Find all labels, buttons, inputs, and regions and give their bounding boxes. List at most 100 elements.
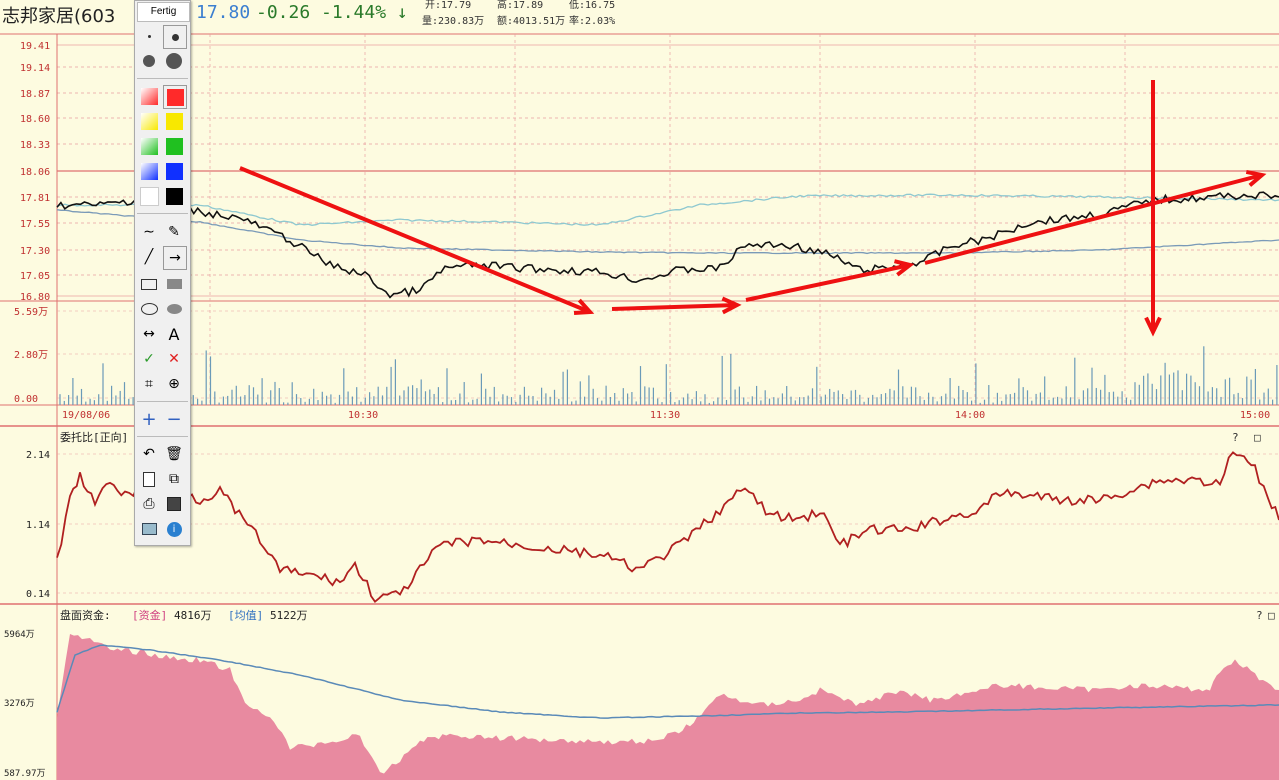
gradient-yellow-swatch[interactable]	[138, 110, 160, 132]
time-axis-label: 19/08/06	[62, 410, 110, 421]
price-axis-label: 19.14	[20, 63, 50, 74]
moving-average-line	[56, 209, 1279, 255]
high-price: 高:17.89	[497, 0, 544, 11]
annotation-arrow-flat	[611, 303, 738, 311]
time-axis-label: 15:00	[1240, 410, 1270, 421]
fund-axis-label: 3276万	[4, 699, 35, 709]
fund-avg-line	[56, 644, 1279, 719]
gradient-green-swatch[interactable]	[138, 135, 160, 157]
price-line	[56, 191, 1279, 299]
ratio-axis-label: 0.14	[26, 589, 50, 600]
price-axis-label: 18.87	[20, 89, 50, 100]
annotation-arrow-up-2	[924, 173, 1263, 265]
volume-axis-label: 5.59万	[14, 307, 48, 318]
annotation-arrow-vertical-head	[1144, 316, 1162, 337]
volume-axis-label: 2.80万	[14, 350, 48, 361]
dot-small-icon[interactable]	[138, 25, 160, 47]
avg-price-line	[56, 193, 1279, 226]
eraser-icon[interactable]: ✎	[168, 224, 180, 240]
maximize-icon: □	[1254, 431, 1261, 444]
help-icon: ?	[1256, 609, 1263, 622]
fund-label: [资金]	[132, 608, 167, 622]
zoom-icon[interactable]: ⊕	[168, 376, 180, 392]
red-swatch[interactable]	[163, 85, 187, 109]
line-icon[interactable]: ╱	[144, 249, 154, 265]
crop-icon[interactable]: ⌗	[145, 376, 153, 392]
filled-rectangle-icon[interactable]	[163, 273, 185, 295]
confirm-icon[interactable]: ✓	[143, 351, 155, 367]
annotation-arrow-flat-head	[721, 296, 742, 315]
undo-icon[interactable]: ↶	[143, 446, 155, 462]
freehand-icon[interactable]: ∼	[143, 224, 155, 240]
image-icon[interactable]	[138, 518, 160, 540]
add-icon[interactable]: +	[141, 408, 157, 430]
green-swatch[interactable]	[163, 135, 185, 157]
fund-value: 4816万	[174, 609, 212, 622]
remove-icon[interactable]: −	[166, 408, 182, 430]
yellow-swatch[interactable]	[163, 110, 185, 132]
trash-icon[interactable]: 🗑	[165, 446, 183, 462]
black-swatch[interactable]	[163, 185, 185, 207]
price-change: -0.26 -1.44% ↓	[256, 2, 408, 23]
text-tool-icon[interactable]: A	[168, 324, 180, 344]
save-icon[interactable]	[163, 493, 185, 515]
toolbar-title: Fertig	[137, 2, 190, 22]
price-axis-label: 17.81	[20, 193, 50, 204]
gradient-blue-swatch[interactable]	[138, 160, 160, 182]
help-icon: ?	[1232, 431, 1239, 444]
price-axis-label: 19.41	[20, 41, 50, 52]
annotation-arrow-up-1	[745, 263, 911, 302]
arrow-line-icon[interactable]: →	[163, 246, 187, 270]
annotation-arrow-up-2-head	[1245, 169, 1267, 187]
avg-label: [均值]	[228, 609, 263, 622]
drawing-toolbar[interactable]: Fertig ∼ ✎ ╱ → ↔ A ✓ ✕ ⌗ ⊕ + − ↶ 🗑 ⧉ ⎙ i	[134, 0, 191, 546]
price-axis-label: 18.33	[20, 140, 50, 151]
double-arrow-icon[interactable]: ↔	[143, 326, 155, 342]
amount-stat: 额:4013.51万	[497, 16, 566, 27]
blue-swatch[interactable]	[163, 160, 185, 182]
low-price: 低:16.75	[569, 0, 616, 11]
quote-header: 志邦家居(603 17.80 -0.26 -1.44% ↓ 开:17.79 高:…	[0, 0, 1279, 34]
volume-axis-label: 0.00	[14, 394, 38, 405]
info-icon[interactable]: i	[163, 518, 185, 540]
last-price: 17.80	[196, 2, 251, 23]
open-price: 开:17.79	[425, 0, 472, 11]
price-axis-label: 17.30	[20, 246, 50, 257]
price-axis-label: 17.05	[20, 271, 50, 282]
dot-xlarge-icon[interactable]	[163, 50, 185, 72]
time-axis-label: 11:30	[650, 410, 680, 421]
rectangle-icon[interactable]	[138, 273, 160, 295]
copy-icon[interactable]: ⧉	[169, 471, 179, 487]
ratio-line	[56, 451, 1279, 604]
price-axis-label: 16.80	[20, 292, 50, 303]
filled-ellipse-icon[interactable]	[163, 298, 185, 320]
cancel-icon[interactable]: ✕	[168, 351, 180, 367]
fund-panel-title: 盘面资金:	[60, 608, 111, 622]
print-icon[interactable]: ⎙	[143, 496, 155, 512]
annotation-arrow-down	[239, 166, 591, 314]
fund-axis-label: 587.97万	[4, 769, 46, 779]
time-axis-label: 14:00	[955, 410, 985, 421]
ratio-axis-label: 2.14	[26, 450, 50, 461]
price-axis-label: 17.55	[20, 219, 50, 230]
dot-large-icon[interactable]	[138, 50, 160, 72]
gradient-red-swatch[interactable]	[138, 85, 160, 107]
ellipse-icon[interactable]	[138, 298, 160, 320]
avg-value: 5122万	[270, 609, 308, 622]
maximize-icon: □	[1268, 609, 1275, 622]
white-swatch[interactable]	[138, 185, 160, 207]
fund-axis-label: 5964万	[4, 630, 35, 640]
annotation-arrow-up-1-head	[893, 259, 915, 277]
new-page-icon[interactable]	[138, 468, 160, 490]
ratio-axis-label: 1.14	[26, 520, 50, 531]
turnover-stat: 率:2.03%	[569, 16, 616, 27]
time-axis-label: 10:30	[348, 410, 378, 421]
dot-medium-icon[interactable]	[163, 25, 187, 49]
price-axis-label: 18.06	[20, 167, 50, 178]
ratio-panel-title: 委托比[正向]	[60, 430, 128, 444]
annotation-arrow-down-head	[573, 298, 595, 315]
down-arrow-icon: ↓	[396, 2, 408, 23]
stock-title: 志邦家居(603	[2, 6, 116, 27]
volume-stat: 量:230.83万	[422, 16, 485, 27]
